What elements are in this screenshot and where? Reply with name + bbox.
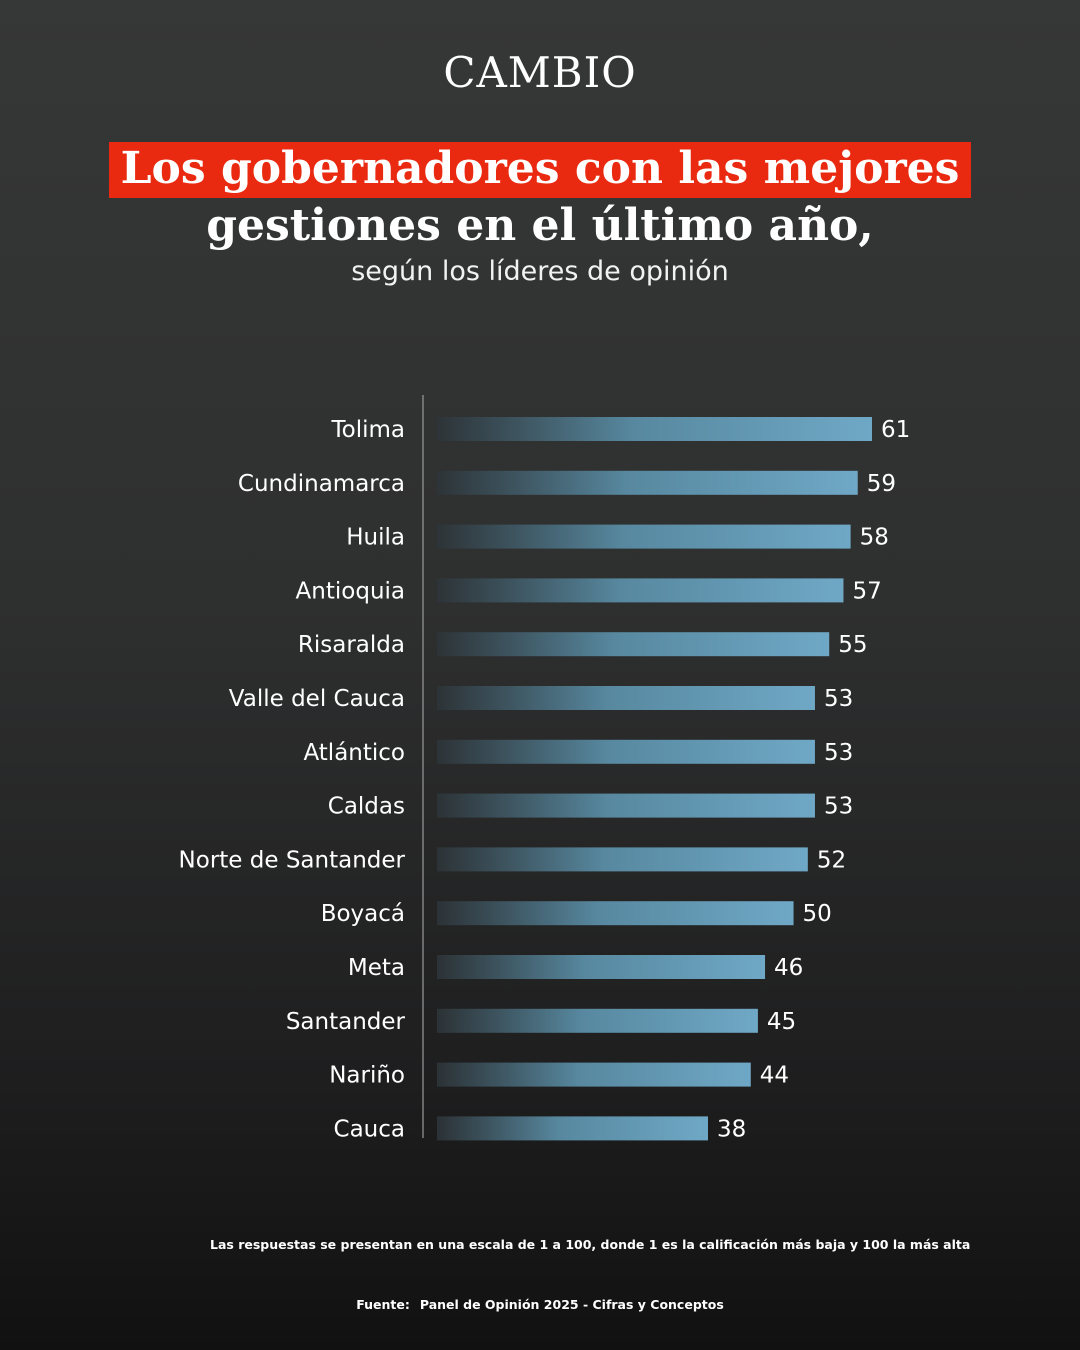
bar	[437, 1062, 751, 1087]
category-label: Cundinamarca	[238, 471, 405, 497]
category-label: Meta	[348, 955, 405, 981]
category-label: Boyacá	[321, 901, 405, 927]
bar	[437, 901, 794, 926]
title-highlight: Los gobernadores con las mejores	[108, 142, 972, 198]
category-label: Valle del Cauca	[229, 686, 405, 712]
bar	[437, 632, 830, 657]
value-label: 59	[867, 471, 896, 497]
value-label: 52	[817, 847, 846, 873]
bar	[437, 470, 858, 495]
source-line: Fuente: Panel de Opinión 2025 - Cifras y …	[0, 1297, 1080, 1312]
bar	[437, 524, 851, 549]
title-line-2: gestiones en el último año,	[206, 200, 874, 251]
value-label: 61	[881, 417, 910, 443]
value-label: 46	[774, 955, 803, 981]
value-label: 53	[824, 686, 853, 712]
value-label: 38	[717, 1116, 746, 1142]
bar	[437, 847, 808, 872]
category-label: Santander	[286, 1009, 406, 1035]
category-label: Caldas	[328, 794, 405, 820]
scale-note: Las respuestas se presentan en una escal…	[210, 1237, 971, 1252]
value-label: 53	[824, 740, 853, 766]
bar	[437, 686, 815, 710]
bar	[437, 955, 766, 979]
bar	[437, 578, 844, 603]
cambio-logo: CAMBIO	[443, 48, 637, 97]
value-label: 44	[760, 1063, 789, 1089]
source-label: Fuente:	[356, 1297, 410, 1312]
category-label: Huila	[346, 525, 405, 551]
category-label: Risaralda	[298, 632, 405, 658]
chart-title: Los gobernadores con las mejores gestion…	[0, 142, 1080, 252]
chart-subtitle: según los líderes de opinión	[351, 256, 729, 287]
value-label: 55	[838, 632, 867, 658]
category-label: Antioquia	[296, 578, 405, 604]
value-label: 58	[860, 525, 889, 551]
bar	[437, 739, 815, 764]
category-label: Norte de Santander	[179, 847, 406, 873]
category-label: Cauca	[334, 1116, 405, 1142]
source-text: Panel de Opinión 2025 - Cifras y Concept…	[419, 1297, 724, 1312]
value-label: 53	[824, 794, 853, 820]
value-label: 45	[767, 1009, 796, 1035]
value-label: 57	[852, 578, 881, 604]
bar	[437, 1116, 708, 1141]
value-label: 50	[803, 901, 832, 927]
category-label: Nariño	[329, 1063, 405, 1089]
category-label: Tolima	[331, 417, 406, 443]
category-label: Atlántico	[303, 740, 405, 766]
bar	[437, 793, 815, 818]
bar	[437, 417, 872, 441]
bar	[437, 1008, 758, 1033]
